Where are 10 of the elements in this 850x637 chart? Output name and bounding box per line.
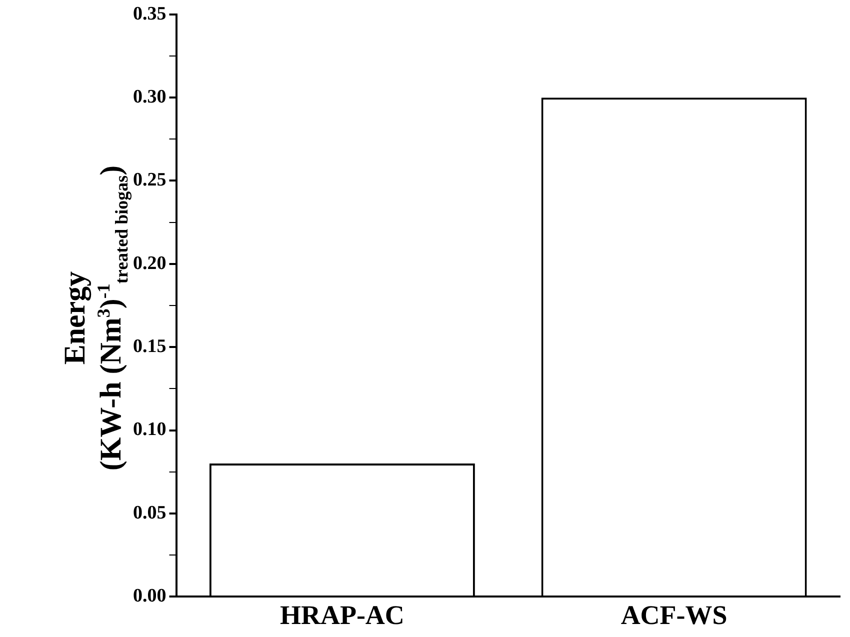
y-tick-label: 0.35 [133,3,166,24]
y-tick-label: 0.30 [133,86,166,108]
y-tick-label: 0.00 [133,586,166,607]
x-tick-label: HRAP-AC [280,600,404,630]
y-tick-label: 0.20 [133,252,166,274]
x-tick-label: ACF-WS [620,600,728,630]
y-tick-label: 0.10 [133,419,166,440]
y-tick-label: 0.25 [133,170,166,191]
y-tick-label: 0.05 [133,502,166,524]
y-tick-label: 0.15 [133,336,166,357]
